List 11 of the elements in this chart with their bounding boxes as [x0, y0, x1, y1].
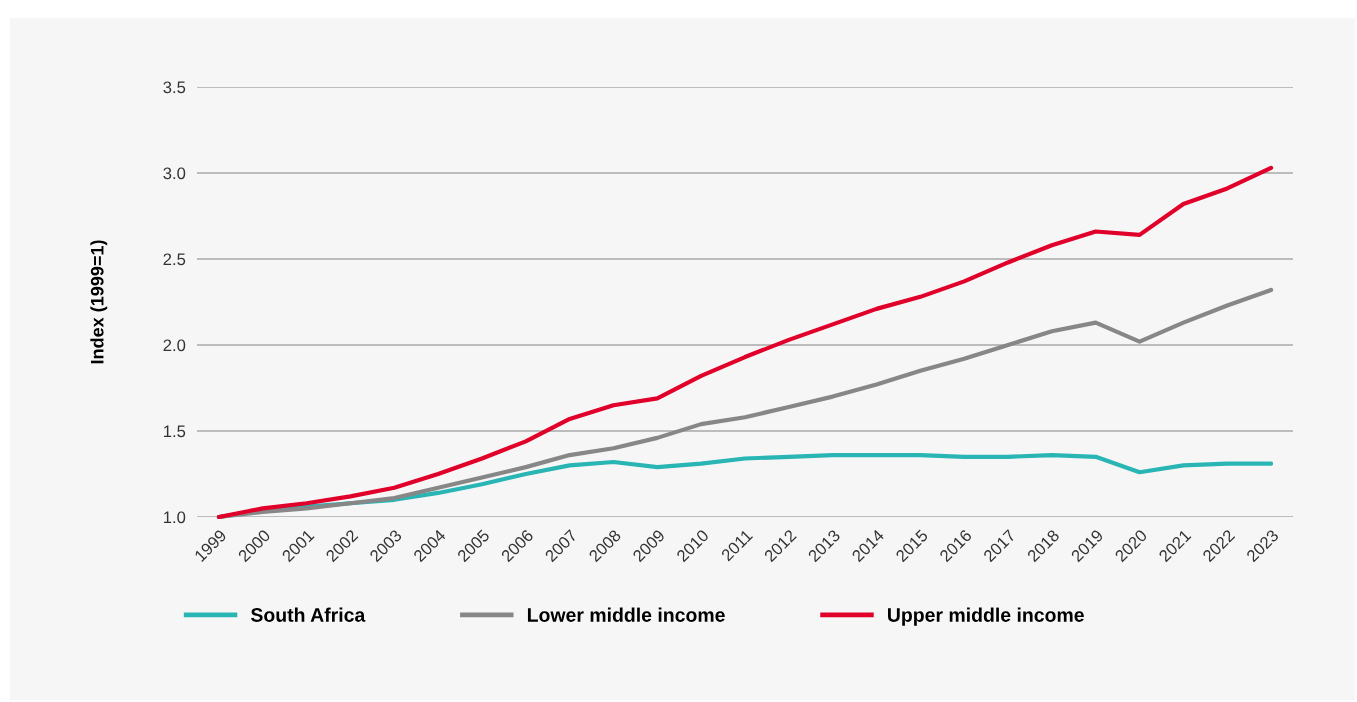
y-tick-label: 2.5 [163, 253, 186, 266]
legend-label: South Africa [250, 607, 366, 622]
legend-label: Upper middle income [888, 607, 1084, 626]
y-tick-label: 3.5 [163, 81, 186, 94]
line-series [216, 165, 1274, 520]
y-tick-label: 1.5 [163, 425, 186, 438]
legend-label: Lower middle income [527, 607, 725, 622]
y-tick-label: 3.0 [163, 167, 186, 180]
y-tick-label: 1.0 [163, 511, 186, 524]
y-axis-title: Index (1999=1) [90, 240, 108, 364]
y-tick-label: 2.0 [163, 339, 186, 352]
